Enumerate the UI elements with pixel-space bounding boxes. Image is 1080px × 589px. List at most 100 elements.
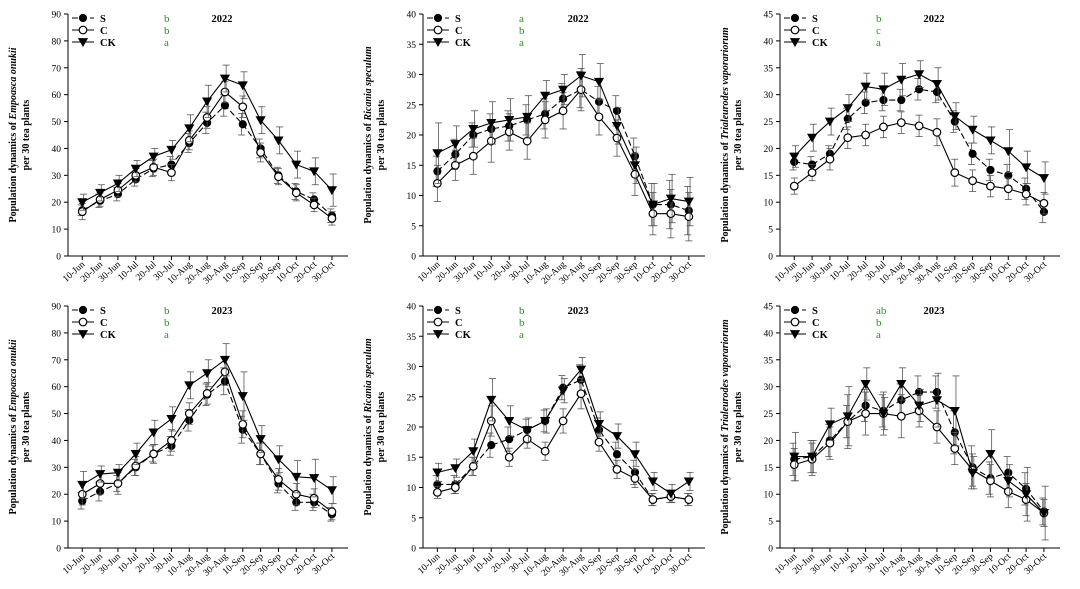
data-point xyxy=(789,152,800,162)
data-point xyxy=(629,450,641,460)
data-point xyxy=(486,118,497,128)
y-axis-label-prefix: Population dynamics of xyxy=(720,432,731,535)
y-tick-label: 20 xyxy=(52,199,62,209)
legend-label: S xyxy=(455,14,461,25)
y-tick-label: 0 xyxy=(411,545,416,555)
data-point xyxy=(986,476,995,486)
y-tick-label: 35 xyxy=(764,64,774,74)
data-point xyxy=(914,401,925,411)
data-point xyxy=(914,121,924,131)
data-point xyxy=(522,136,532,146)
y-axis-label-prefix: Population dynamics of xyxy=(363,121,374,224)
data-point xyxy=(594,112,604,122)
data-point xyxy=(824,117,836,127)
data-point xyxy=(684,212,694,222)
data-point xyxy=(861,98,870,107)
significance-letter: a xyxy=(876,37,881,49)
data-point xyxy=(148,428,159,438)
y-tick-label: 20 xyxy=(407,132,417,142)
significance-letter: a xyxy=(876,329,881,341)
data-point xyxy=(486,395,497,405)
data-point xyxy=(77,198,88,208)
data-point xyxy=(807,452,818,462)
legend-label: CK xyxy=(100,38,117,49)
legend-marker xyxy=(77,38,89,47)
data-point xyxy=(1003,147,1014,157)
data-point xyxy=(1021,189,1031,199)
significance-letter: a xyxy=(519,13,524,25)
data-point xyxy=(237,81,248,91)
year-label: 2022 xyxy=(568,14,589,25)
y-tick-label: 35 xyxy=(407,41,417,51)
legend-label: C xyxy=(100,318,108,329)
data-point xyxy=(684,495,694,505)
data-point xyxy=(985,136,996,146)
data-point xyxy=(949,112,960,122)
data-point xyxy=(558,386,569,396)
y-tick-label: 40 xyxy=(52,437,62,447)
data-point xyxy=(468,461,478,471)
legend-marker xyxy=(433,25,443,35)
data-point xyxy=(326,486,338,496)
y-tick-label: 10 xyxy=(764,199,774,209)
series-S xyxy=(432,71,693,236)
y-axis-label-suffix: per 30 tea plants xyxy=(376,392,387,463)
data-point xyxy=(666,209,676,219)
data-point xyxy=(879,122,888,132)
y-tick-label: 10 xyxy=(764,491,774,501)
significance-letter: b xyxy=(519,25,525,37)
series-line-S xyxy=(794,391,1045,512)
data-point xyxy=(896,118,906,128)
y-tick-label: 10 xyxy=(52,518,62,528)
data-point xyxy=(575,71,587,81)
data-point xyxy=(77,207,87,217)
data-point xyxy=(879,95,888,105)
data-point xyxy=(842,412,853,422)
panel-5: 051015202530354010-Jun20-Jun30-Jun10-Jul… xyxy=(363,303,705,579)
panel-1: 010203040506070809010-Jun20-Jun30-Jun10-… xyxy=(8,11,348,287)
data-point xyxy=(77,480,88,490)
y-axis-label-suffix: per 30 tea plants xyxy=(376,100,387,171)
data-point xyxy=(843,133,853,143)
data-point xyxy=(665,489,676,499)
y-axis-label-species: Trialeurodes vaporariorum xyxy=(720,27,731,139)
data-point xyxy=(1021,490,1032,500)
y-tick-label: 90 xyxy=(52,11,62,21)
data-point xyxy=(593,77,605,87)
legend-marker xyxy=(78,13,88,23)
data-point xyxy=(309,474,320,484)
significance-letter: a xyxy=(519,37,524,49)
legend-marker xyxy=(790,305,800,315)
panel-4: 010203040506070809010-Jun20-Jun30-Jun10-… xyxy=(8,303,348,579)
data-point xyxy=(611,432,623,442)
legend-label: CK xyxy=(812,330,829,341)
series-CK xyxy=(432,357,694,504)
y-tick-label: 0 xyxy=(56,253,61,263)
y-tick-label: 15 xyxy=(407,454,417,464)
data-point xyxy=(202,369,213,379)
significance-letter: b xyxy=(519,317,525,329)
data-point xyxy=(291,472,302,482)
data-point xyxy=(432,149,443,159)
legend-label: C xyxy=(812,318,820,329)
data-point xyxy=(950,168,960,178)
data-point xyxy=(647,200,659,210)
y-axis-label-prefix: Population dynamics of xyxy=(8,411,19,514)
panel-2: 051015202530354010-Jun20-Jun30-Jun10-Jul… xyxy=(363,11,705,287)
data-point xyxy=(166,145,177,155)
series-CK xyxy=(789,60,1050,195)
year-label: 2023 xyxy=(212,306,233,317)
data-point xyxy=(878,85,889,95)
data-point xyxy=(558,106,568,116)
data-point xyxy=(326,186,338,196)
y-axis-label-species: Empoasca onukii xyxy=(8,339,19,412)
y-tick-label: 30 xyxy=(764,91,774,101)
data-point xyxy=(450,464,461,474)
y-tick-label: 40 xyxy=(407,11,417,21)
data-point xyxy=(612,133,622,143)
y-tick-label: 45 xyxy=(764,303,774,313)
data-point xyxy=(202,97,213,107)
data-point xyxy=(968,176,978,186)
data-point xyxy=(540,446,550,456)
